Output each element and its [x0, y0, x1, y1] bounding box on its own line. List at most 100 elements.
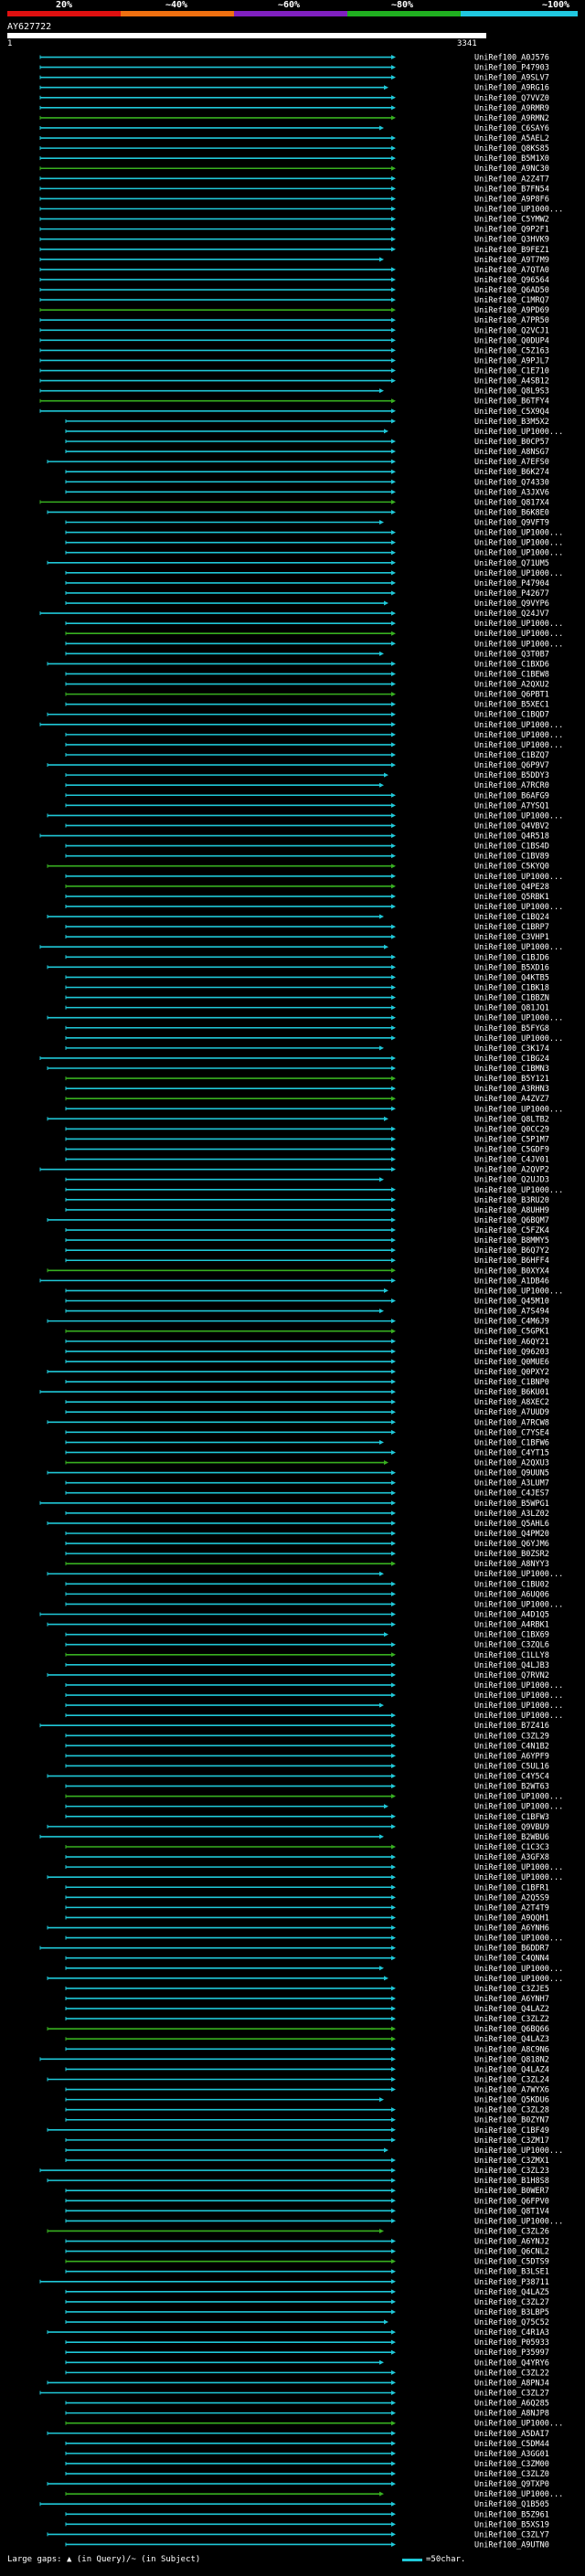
hit-label[interactable]: UniRef100_C3ZL23	[474, 2167, 549, 2176]
hit-row[interactable]: UniRef100_Q4PE28	[65, 883, 549, 892]
hit-row[interactable]: UniRef100_Q74330	[65, 478, 549, 487]
hit-label[interactable]: UniRef100_A6YNH6	[474, 1924, 549, 1934]
hit-row[interactable]: UniRef100_A6YNH7	[65, 1995, 549, 2004]
hit-label[interactable]: UniRef100_UP1000...	[474, 640, 563, 649]
hit-row[interactable]: UniRef100_UP1000...	[65, 731, 563, 740]
hit-row[interactable]: UniRef100_A9RMR9	[39, 104, 549, 113]
hit-row[interactable]: UniRef100_A2Q5S9	[65, 1893, 549, 1903]
hit-row[interactable]: UniRef100_B3M5X2	[65, 418, 549, 427]
hit-label[interactable]: UniRef100_A4D1Q5	[474, 1611, 549, 1620]
hit-label[interactable]: UniRef100_C3ZLZ2	[474, 2015, 549, 2024]
hit-row[interactable]: UniRef100_Q6YJM6	[65, 1540, 549, 1549]
hit-row[interactable]: UniRef100_Q75C52	[65, 2318, 549, 2327]
hit-row[interactable]: UniRef100_C1BS4D	[65, 843, 549, 852]
hit-label[interactable]: UniRef100_UP1000...	[474, 721, 563, 730]
hit-label[interactable]: UniRef100_A7QTA0	[474, 266, 549, 275]
hit-row[interactable]: UniRef100_P05933	[65, 2338, 549, 2348]
hit-row[interactable]: UniRef100_Q6AD50	[39, 286, 549, 295]
hit-row[interactable]: UniRef100_Q6FPV0	[65, 2197, 549, 2206]
hit-label[interactable]: UniRef100_A6YNJ2	[474, 2238, 549, 2247]
hit-row[interactable]: UniRef100_C1BV89	[65, 853, 549, 862]
hit-row[interactable]: UniRef100_C1BXD6	[47, 660, 549, 669]
hit-label[interactable]: UniRef100_UP1000...	[474, 2217, 563, 2226]
hit-label[interactable]: UniRef100_UP1000...	[474, 569, 563, 578]
hit-label[interactable]: UniRef100_C1BFW3	[474, 1813, 549, 1822]
hit-label[interactable]: UniRef100_A5AEL2	[474, 134, 549, 143]
hit-row[interactable]: UniRef100_UP1000...	[65, 741, 563, 750]
hit-label[interactable]: UniRef100_B6K274	[474, 468, 549, 477]
hit-row[interactable]: UniRef100_UP1000...	[65, 873, 563, 882]
hit-row[interactable]: UniRef100_A4ZVZ7	[65, 1095, 549, 1104]
hit-label[interactable]: UniRef100_Q7RVN2	[474, 1671, 549, 1680]
hit-row[interactable]: UniRef100_UP1000...	[65, 1034, 563, 1044]
hit-label[interactable]: UniRef100_A8NYY3	[474, 1560, 549, 1569]
hit-row[interactable]: UniRef100_A2QXU2	[65, 681, 549, 690]
hit-row[interactable]: UniRef100_A6YNJ2	[65, 2238, 549, 2247]
hit-row[interactable]: UniRef100_C5KYQ0	[47, 863, 549, 872]
hit-row[interactable]: UniRef100_A3GFX8	[65, 1853, 549, 1862]
hit-row[interactable]: UniRef100_A2QXU3	[65, 1459, 549, 1468]
hit-label[interactable]: UniRef100_UP1000...	[474, 549, 563, 558]
hit-label[interactable]: UniRef100_UP1000...	[474, 1681, 563, 1691]
hit-row[interactable]: UniRef100_A7QTA0	[39, 266, 549, 275]
hit-row[interactable]: UniRef100_Q4LJB3	[65, 1661, 549, 1670]
hit-label[interactable]: UniRef100_B5M1X0	[474, 154, 549, 164]
hit-label[interactable]: UniRef100_Q3T0B7	[474, 650, 549, 659]
hit-row[interactable]: UniRef100_Q4LAZ5	[65, 2288, 549, 2297]
hit-label[interactable]: UniRef100_C1BF49	[474, 2126, 549, 2136]
hit-label[interactable]: UniRef100_UP1000...	[474, 2147, 563, 2156]
hit-label[interactable]: UniRef100_UP1000...	[474, 2420, 563, 2429]
hit-row[interactable]: UniRef100_UP1000...	[65, 539, 563, 548]
hit-label[interactable]: UniRef100_UP1000...	[474, 1863, 563, 1872]
hit-row[interactable]: UniRef100_C1BRP7	[65, 923, 549, 932]
hit-row[interactable]: UniRef100_C5UL16	[65, 1762, 549, 1771]
hit-row[interactable]: UniRef100_B3LBP5	[65, 2308, 549, 2317]
hit-label[interactable]: UniRef100_UP1000...	[474, 1186, 563, 1195]
hit-row[interactable]: UniRef100_UP1000...	[65, 1701, 563, 1711]
hit-label[interactable]: UniRef100_C5X9Q4	[474, 408, 549, 417]
hit-row[interactable]: UniRef100_Q9VBU9	[47, 1823, 549, 1832]
hit-row[interactable]: UniRef100_Q6CNL2	[65, 2248, 549, 2257]
hit-row[interactable]: UniRef100_Q3T0B7	[65, 650, 549, 659]
hit-label[interactable]: UniRef100_Q5AHL6	[474, 1520, 549, 1529]
hit-row[interactable]: UniRef100_Q4PM20	[65, 1530, 549, 1539]
hit-row[interactable]: UniRef100_C3ZL28	[65, 2106, 549, 2115]
hit-row[interactable]: UniRef100_UP1000...	[65, 1600, 563, 1609]
hit-row[interactable]: UniRef100_B5M1X0	[39, 154, 549, 164]
hit-row[interactable]: UniRef100_B6K8E0	[47, 508, 549, 517]
hit-row[interactable]: UniRef100_Q4LAZ4	[65, 2065, 549, 2074]
hit-label[interactable]: UniRef100_Q4PE28	[474, 883, 549, 892]
hit-label[interactable]: UniRef100_C1BXD6	[474, 660, 549, 669]
hit-row[interactable]: UniRef100_B2WBU6	[39, 1833, 549, 1842]
hit-row[interactable]: UniRef100_Q3HVK9	[39, 236, 549, 245]
hit-label[interactable]: UniRef100_A2Z4T7	[474, 175, 549, 184]
hit-row[interactable]: UniRef100_A9SLV7	[39, 74, 549, 83]
hit-label[interactable]: UniRef100_A6QY21	[474, 1338, 549, 1347]
hit-row[interactable]: UniRef100_A8PNJ4	[47, 2379, 549, 2388]
hit-row[interactable]: UniRef100_B6AFG9	[65, 791, 549, 800]
hit-row[interactable]: UniRef100_C3ZL24	[47, 2075, 549, 2084]
hit-row[interactable]: UniRef100_B0WER7	[65, 2187, 549, 2196]
hit-label[interactable]: UniRef100_Q1B505	[474, 2500, 549, 2509]
hit-label[interactable]: UniRef100_A8UHH9	[474, 1206, 549, 1215]
hit-label[interactable]: UniRef100_A7UUD9	[474, 1408, 549, 1417]
hit-row[interactable]: UniRef100_A9RMN2	[39, 114, 549, 123]
hit-label[interactable]: UniRef100_Q6P9V7	[474, 761, 549, 770]
hit-row[interactable]: UniRef100_Q2VCJ1	[39, 326, 549, 335]
hit-label[interactable]: UniRef100_UP1000...	[474, 1803, 563, 1812]
hit-label[interactable]: UniRef100_Q0MUE6	[474, 1358, 549, 1367]
hit-row[interactable]: UniRef100_A7S494	[65, 1308, 549, 1317]
hit-row[interactable]: UniRef100_Q0MUE6	[65, 1358, 549, 1367]
hit-label[interactable]: UniRef100_UP1000...	[474, 1570, 563, 1579]
hit-label[interactable]: UniRef100_B3LSE1	[474, 2268, 549, 2277]
hit-label[interactable]: UniRef100_Q7VVZ0	[474, 94, 549, 103]
hit-row[interactable]: UniRef100_P42677	[65, 589, 549, 599]
hit-label[interactable]: UniRef100_B6K8E0	[474, 508, 549, 517]
hit-row[interactable]: UniRef100_Q96564	[39, 276, 549, 285]
hit-row[interactable]: UniRef100_C4N1B2	[65, 1742, 549, 1751]
hit-label[interactable]: UniRef100_C3ZQL6	[474, 1641, 549, 1650]
hit-row[interactable]: UniRef100_B6KU01	[39, 1388, 549, 1397]
hit-label[interactable]: UniRef100_UP1000...	[474, 1873, 563, 1882]
hit-label[interactable]: UniRef100_C3ZL27	[474, 2389, 549, 2398]
hit-label[interactable]: UniRef100_B0WER7	[474, 2187, 549, 2196]
